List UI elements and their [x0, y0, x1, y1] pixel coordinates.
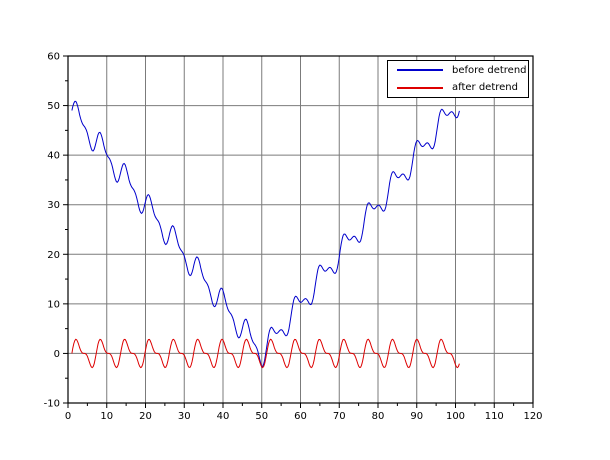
- x-tick-label: 0: [65, 411, 71, 422]
- y-tick-label: 10: [47, 299, 60, 310]
- x-tick-label: 120: [523, 411, 542, 422]
- x-tick-label: 50: [255, 411, 268, 422]
- legend-line-sample-before-detrend: [397, 69, 443, 72]
- x-tick-label: 60: [294, 411, 307, 422]
- y-tick-label: 20: [47, 250, 60, 261]
- legend-label-before-detrend: before detrend: [452, 64, 527, 76]
- y-tick-label: 0: [54, 349, 60, 360]
- x-tick-label: 90: [410, 411, 423, 422]
- legend-label-after-detrend: after detrend: [452, 82, 518, 94]
- legend-entry-after-detrend: after detrend: [388, 80, 528, 96]
- x-tick-label: 70: [333, 411, 346, 422]
- x-tick-label: 100: [446, 411, 465, 422]
- y-tick-label: 30: [47, 200, 60, 211]
- series-line-after-detrend: [71, 338, 460, 369]
- x-tick-label: 110: [485, 411, 504, 422]
- grid-lines: [68, 56, 533, 403]
- x-tick-label: 40: [217, 411, 230, 422]
- series-line-before-detrend: [71, 100, 460, 368]
- legend: before detrend after detrend: [387, 60, 529, 98]
- tick-labels: 0 10 20 30 40 50 60 70 80 90 100 110 120 -10 0 10 20 30 40…: [44, 52, 543, 423]
- tick-marks: [63, 55, 534, 408]
- y-tick-label: 60: [47, 52, 60, 63]
- x-tick-label: 80: [372, 411, 385, 422]
- x-tick-label: 30: [178, 411, 191, 422]
- y-tick-label: -10: [44, 399, 60, 410]
- x-tick-label: 20: [139, 411, 152, 422]
- y-tick-label: 50: [47, 101, 60, 112]
- legend-entry-before-detrend: before detrend: [388, 62, 528, 78]
- x-tick-label: 10: [100, 411, 113, 422]
- y-tick-label: 40: [47, 151, 60, 162]
- legend-line-sample-after-detrend: [397, 86, 443, 89]
